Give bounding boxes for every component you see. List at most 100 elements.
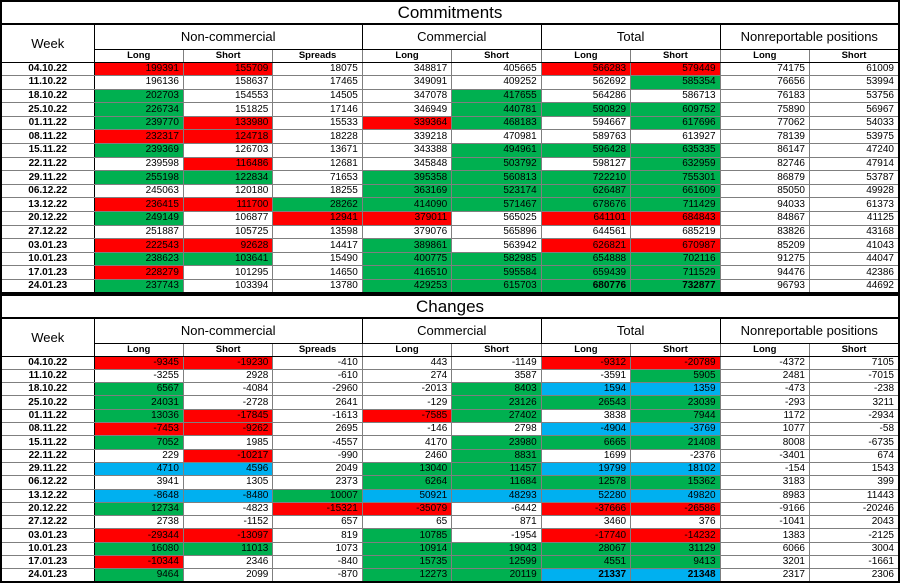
value-cell: 13040 [361,461,453,477]
week-cell: 29.11.22 [0,461,95,477]
value-cell: 255198 [93,170,184,185]
value-cell: 468183 [451,115,542,131]
value-cell: 7052 [93,435,184,450]
value-cell: 3201 [719,555,811,570]
table-row: 03.01.23 -29344 -13097 819 10785 -1954 -17740-… [0,528,900,543]
value-cell: 582985 [451,251,542,267]
value-cell: 598127 [540,156,632,172]
value-cell: 86147 [719,143,811,158]
value-cell: 101295 [182,265,274,280]
value-cell: 82746 [719,156,811,172]
group-nonreportable: Nonreportable positions [719,23,900,50]
value-cell: 563942 [451,238,542,253]
value-cell: -2934 [809,408,900,424]
subheader-row: Long Short Spreads Long Short Long Short… [1,342,900,357]
value-cell: -1149 [451,355,542,370]
value-cell: 28262 [272,197,363,213]
value-cell: 249149 [93,211,184,226]
value-cell: 238623 [93,251,184,267]
value-cell: 17146 [272,102,363,117]
table-row: 10.01.23 16080 11013 1073 10914 19043 28067 311… [0,541,900,557]
col-nc-short: Short [182,342,274,357]
value-cell: -2376 [630,448,721,463]
value-cell: -129 [361,395,453,410]
value-cell: 11457 [451,461,542,477]
commitments-table: Commitments Week Non-commercial Commerci… [0,0,900,295]
value-cell: 3838 [540,408,632,424]
value-cell: 12734 [93,501,184,517]
value-cell: -14232 [630,528,721,543]
table-row: 15.11.22 239369 126703 13671 343388 494961 596… [0,143,900,158]
value-cell: 685219 [630,224,721,240]
col-nc-spreads: Spreads [272,48,363,63]
value-cell: 3004 [809,541,900,557]
table-row: 04.10.22 -9345 -19230 -410 443 -1149 -9312 -207… [0,355,900,370]
value-cell: 228279 [93,265,184,280]
value-cell: 54033 [809,115,900,131]
value-cell: 9413 [630,555,721,570]
value-cell: 31129 [630,541,721,557]
value-cell: 120180 [182,183,274,199]
week-cell: 18.10.22 [0,382,95,397]
value-cell: 363169 [361,183,453,199]
value-cell: 595584 [451,265,542,280]
value-cell: 1359 [630,382,721,397]
value-cell: 2373 [272,475,363,490]
value-cell: 14650 [272,265,363,280]
value-cell: 348817 [361,61,453,77]
value-cell: 585354 [630,75,721,90]
value-cell: 684843 [630,211,721,226]
value-cell: 1077 [719,422,811,437]
value-cell: 21337 [540,568,632,583]
col-t-short: Short [630,48,721,63]
value-cell: 4596 [182,461,274,477]
col-t-long: Long [540,342,632,357]
value-cell: -1661 [809,555,900,570]
value-cell: -610 [272,368,363,384]
value-cell: 1073 [272,541,363,557]
value-cell: 523174 [451,183,542,199]
value-cell: 632959 [630,156,721,172]
value-cell: 3587 [451,368,542,384]
value-cell: -293 [719,395,811,410]
value-cell: -4557 [272,435,363,450]
value-cell: 53994 [809,75,900,90]
value-cell: 339218 [361,129,453,145]
value-cell: 871 [451,515,542,530]
value-cell: 5905 [630,368,721,384]
value-cell: 674 [809,448,900,463]
group-commercial: Commercial [361,317,542,344]
col-c-short: Short [451,342,542,357]
value-cell: -10344 [93,555,184,570]
value-cell: -10217 [182,448,274,463]
value-cell: 379076 [361,224,453,240]
commitments-body: 04.10.22 199391 155709 18075 348817 405665 566… [0,61,900,295]
value-cell: 416510 [361,265,453,280]
table-row: 20.12.22 12734 -4823 -15321 -35079 -6442 -3766… [0,501,900,517]
week-cell: 27.12.22 [0,515,95,530]
commitments-title: Commitments [0,0,900,25]
value-cell: 94476 [719,265,811,280]
value-cell: 711529 [630,265,721,280]
value-cell: -3591 [540,368,632,384]
value-cell: 56967 [809,102,900,117]
value-cell: 1699 [540,448,632,463]
col-nr-short: Short [809,48,900,63]
table-row: 08.11.22 232317 124718 18228 339218 470981 589… [0,129,900,145]
value-cell: 3183 [719,475,811,490]
value-cell: 349091 [361,75,453,90]
subheader-row: Long Short Spreads Long Short Long Short… [1,48,900,63]
week-cell: 25.10.22 [0,102,95,117]
value-cell: 400775 [361,251,453,267]
value-cell: 405665 [451,61,542,77]
value-cell: 1985 [182,435,274,450]
value-cell: 1594 [540,382,632,397]
value-cell: 8008 [719,435,811,450]
value-cell: 15490 [272,251,363,267]
value-cell: 151825 [182,102,274,117]
value-cell: 641101 [540,211,632,226]
value-cell: 1305 [182,475,274,490]
value-cell: 2317 [719,568,811,583]
value-cell: 615703 [451,279,542,295]
